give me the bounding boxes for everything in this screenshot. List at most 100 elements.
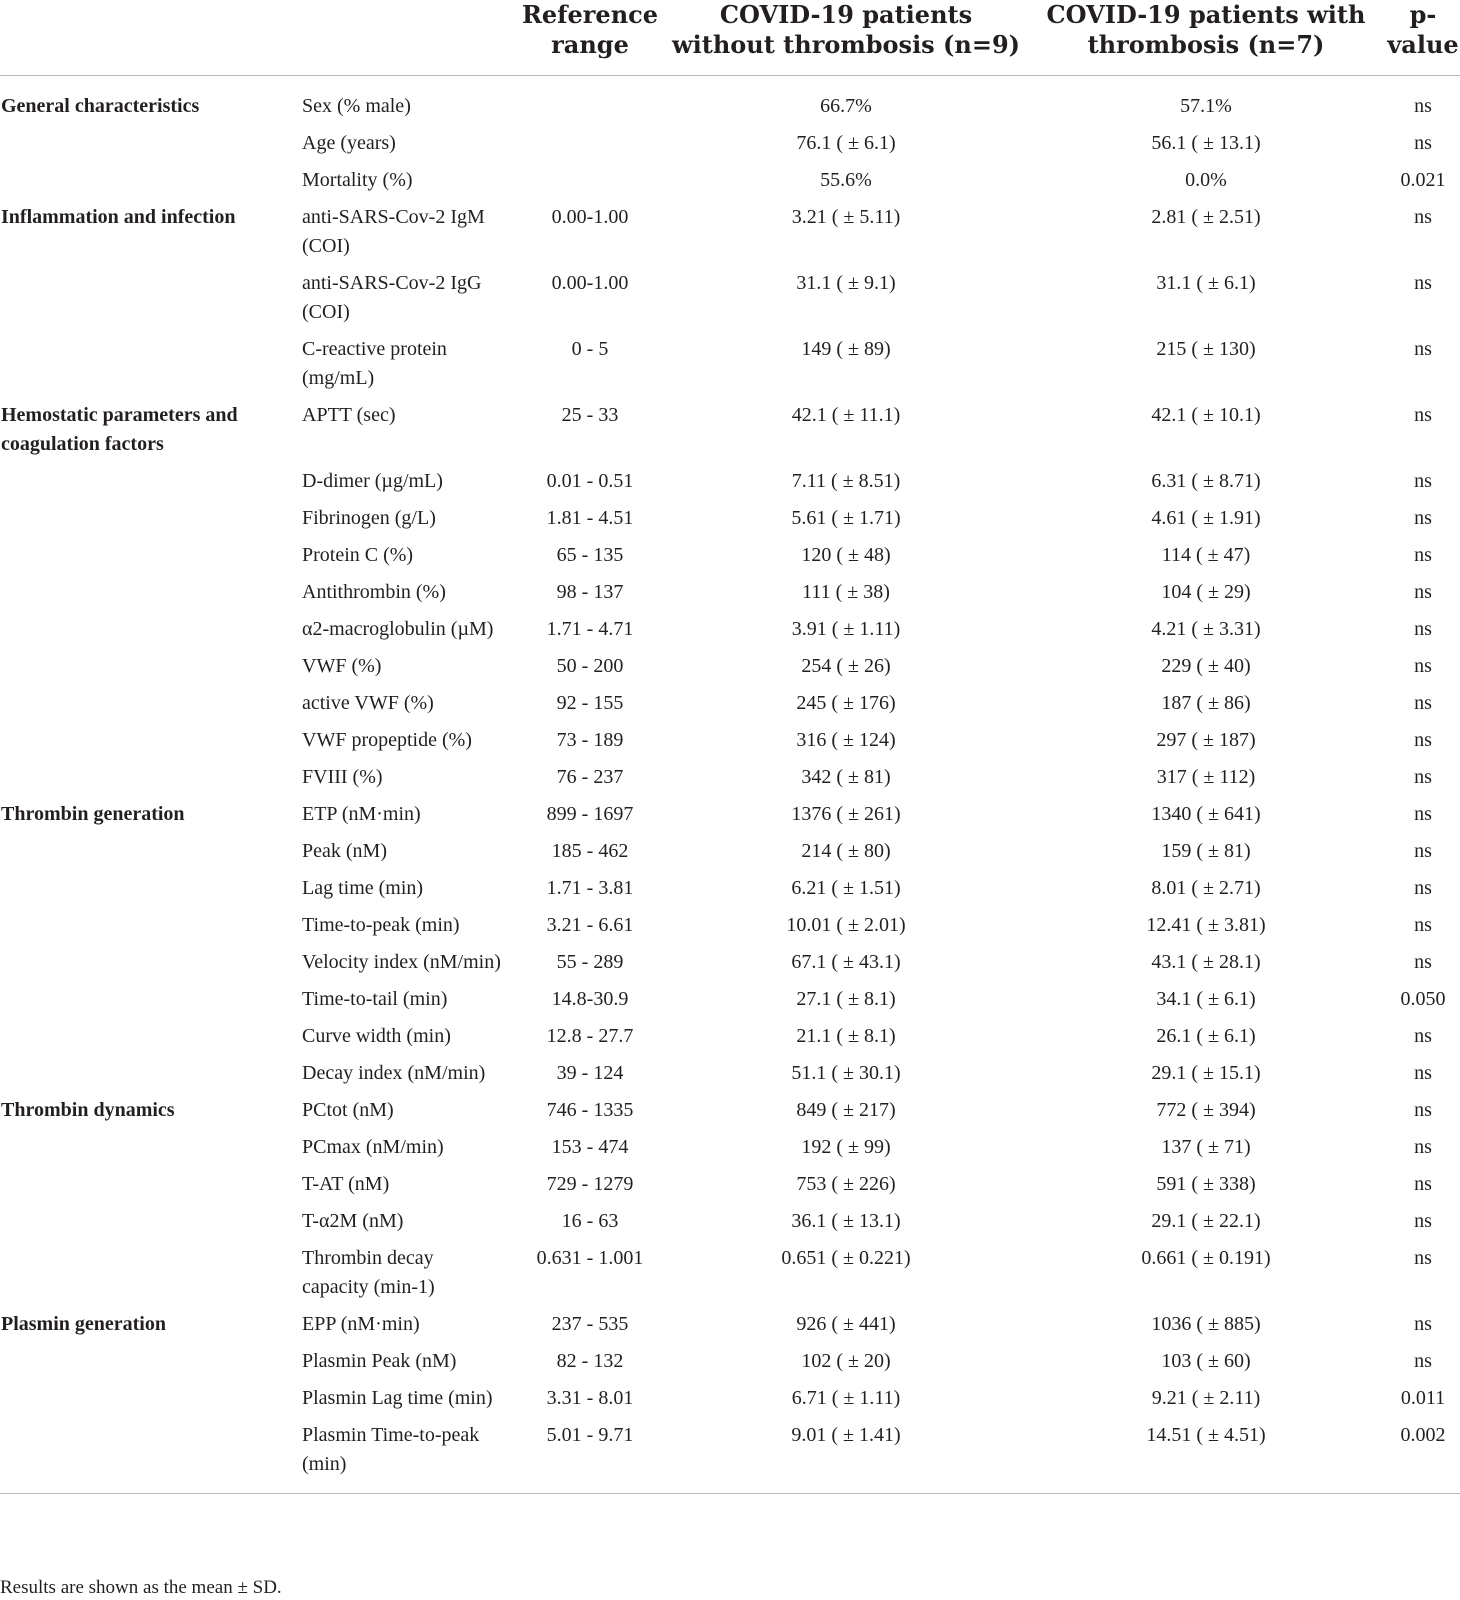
row-without-thrombosis: 55.6% xyxy=(820,169,872,191)
row-without-thrombosis: 10.01 ( ± 2.01) xyxy=(786,914,906,936)
table-row: Plasmin Lag time (min) 3.31 - 8.01 6.71 ( … xyxy=(0,1380,1460,1417)
row-with-thrombosis: 317 ( ± 112) xyxy=(1156,766,1256,788)
row-category xyxy=(0,1203,302,1240)
table-row: General characteristics Sex (% male) 66.7%… xyxy=(0,76,1460,126)
row-p-value: ns xyxy=(1414,272,1432,294)
row-reference-range: 65 - 135 xyxy=(556,544,624,566)
row-parameter: FVIII (%) xyxy=(302,766,383,788)
row-without-thrombosis: 316 ( ± 124) xyxy=(796,729,896,751)
row-parameter: ETP (nM·min) xyxy=(302,803,421,825)
results-table-container: Reference range COVID-19 patients withou… xyxy=(0,0,1460,1494)
row-with-thrombosis: 229 ( ± 40) xyxy=(1161,655,1251,677)
table-body: General characteristics Sex (% male) 66.7%… xyxy=(0,76,1460,1494)
row-with-thrombosis: 114 ( ± 47) xyxy=(1161,544,1251,566)
row-parameter: Time-to-peak (min) xyxy=(302,914,460,936)
row-reference-range: 0.631 - 1.001 xyxy=(536,1247,644,1269)
row-without-thrombosis: 192 ( ± 99) xyxy=(801,1136,891,1158)
row-without-thrombosis: 120 ( ± 48) xyxy=(801,544,891,566)
row-parameter: Plasmin Lag time (min) xyxy=(302,1387,493,1409)
table-row: Lag time (min) 1.71 - 3.81 6.21 ( ± 1.51) 8… xyxy=(0,870,1460,907)
row-reference-range: 1.71 - 3.81 xyxy=(546,877,634,899)
row-p-value: ns xyxy=(1414,618,1432,640)
row-category: Plasmin generation xyxy=(1,1313,166,1335)
row-with-thrombosis: 591 ( ± 338) xyxy=(1156,1173,1256,1195)
row-parameter: VWF (%) xyxy=(302,655,382,677)
row-parameter: PCtot (nM) xyxy=(302,1099,394,1121)
row-p-value: ns xyxy=(1414,840,1432,862)
table-row: Time-to-tail (min) 14.8-30.9 27.1 ( ± 8.1)… xyxy=(0,981,1460,1018)
row-p-value: 0.002 xyxy=(1386,1417,1460,1494)
row-p-value: ns xyxy=(1414,729,1432,751)
row-p-value: ns xyxy=(1414,507,1432,529)
row-category: Inflammation and infection xyxy=(1,206,236,228)
row-without-thrombosis: 7.11 ( ± 8.51) xyxy=(791,470,901,492)
table-row: Hemostatic parameters and coagulation fa… xyxy=(0,397,1460,463)
table-row: C-reactive protein (mg/mL) 0 - 5 149 ( ± 8… xyxy=(0,331,1460,397)
row-parameter: Velocity index (nM/min) xyxy=(302,951,501,973)
header-reference-range: Reference range xyxy=(514,0,666,76)
row-with-thrombosis: 29.1 ( ± 22.1) xyxy=(1151,1210,1261,1232)
row-with-thrombosis: 42.1 ( ± 10.1) xyxy=(1151,404,1261,426)
row-p-value: ns xyxy=(1414,914,1432,936)
table-row: Plasmin Peak (nM) 82 - 132 102 ( ± 20) 103 … xyxy=(0,1343,1460,1380)
row-parameter: Antithrombin (%) xyxy=(302,581,446,603)
row-with-thrombosis: 2.81 ( ± 2.51) xyxy=(1151,206,1261,228)
row-category xyxy=(0,685,302,722)
row-with-thrombosis: 1036 ( ± 885) xyxy=(1151,1313,1261,1335)
header-with-thrombosis: COVID-19 patients with thrombosis (n=7) xyxy=(1026,0,1386,76)
row-parameter: anti-SARS-Cov-2 IgM (COI) xyxy=(302,206,485,257)
row-with-thrombosis: 159 ( ± 81) xyxy=(1161,840,1251,862)
row-parameter: VWF propeptide (%) xyxy=(302,729,472,751)
table-row: Thrombin dynamics PCtot (nM) 746 - 1335 849… xyxy=(0,1092,1460,1129)
row-p-value: ns xyxy=(1414,206,1432,228)
row-p-value: 0.021 xyxy=(1400,169,1446,191)
row-without-thrombosis: 149 ( ± 89) xyxy=(801,338,891,360)
results-table: Reference range COVID-19 patients withou… xyxy=(0,0,1460,1494)
row-without-thrombosis: 3.91 ( ± 1.11) xyxy=(791,618,901,640)
row-category xyxy=(0,1240,302,1306)
row-parameter: T-AT (nM) xyxy=(302,1173,390,1195)
header-without-thrombosis: COVID-19 patients without thrombosis (n=… xyxy=(666,0,1026,76)
row-with-thrombosis: 187 ( ± 86) xyxy=(1161,692,1251,714)
row-parameter: D-dimer (µg/mL) xyxy=(302,470,443,492)
row-reference-range: 5.01 - 9.71 xyxy=(514,1417,666,1494)
table-row: Peak (nM) 185 - 462 214 ( ± 80) 159 ( ± 81)… xyxy=(0,833,1460,870)
row-with-thrombosis: 1340 ( ± 641) xyxy=(1151,803,1261,825)
row-parameter: Mortality (%) xyxy=(302,169,413,191)
row-with-thrombosis: 43.1 ( ± 28.1) xyxy=(1151,951,1261,973)
row-category xyxy=(0,1129,302,1166)
row-reference-range: 3.31 - 8.01 xyxy=(546,1387,634,1409)
row-reference-range: 237 - 535 xyxy=(551,1313,629,1335)
row-without-thrombosis: 245 ( ± 176) xyxy=(796,692,896,714)
row-reference-range: 729 - 1279 xyxy=(546,1173,634,1195)
row-p-value: ns xyxy=(1414,803,1432,825)
row-with-thrombosis: 34.1 ( ± 6.1) xyxy=(1156,988,1256,1010)
table-row: Time-to-peak (min) 3.21 - 6.61 10.01 ( ± 2… xyxy=(0,907,1460,944)
row-reference-range: 3.21 - 6.61 xyxy=(546,914,634,936)
table-row: Inflammation and infection anti-SARS-Cov-… xyxy=(0,199,1460,265)
row-parameter: Curve width (min) xyxy=(302,1025,451,1047)
table-row: Decay index (nM/min) 39 - 124 51.1 ( ± 30.… xyxy=(0,1055,1460,1092)
row-parameter: α2-macroglobulin (µM) xyxy=(302,618,494,640)
row-reference-range xyxy=(514,76,666,126)
row-category xyxy=(0,611,302,648)
row-p-value: ns xyxy=(1414,1025,1432,1047)
row-p-value: ns xyxy=(1414,1136,1432,1158)
table-row: T-AT (nM) 729 - 1279 753 ( ± 226) 591 ( ± 3… xyxy=(0,1166,1460,1203)
row-without-thrombosis: 6.21 ( ± 1.51) xyxy=(791,877,901,899)
row-with-thrombosis: 4.61 ( ± 1.91) xyxy=(1151,507,1261,529)
row-with-thrombosis: 57.1% xyxy=(1180,95,1232,117)
row-category xyxy=(0,1166,302,1203)
row-with-thrombosis: 14.51 ( ± 4.51) xyxy=(1026,1417,1386,1494)
row-category xyxy=(0,574,302,611)
table-row: VWF (%) 50 - 200 254 ( ± 26) 229 ( ± 40) ns xyxy=(0,648,1460,685)
row-with-thrombosis: 29.1 ( ± 15.1) xyxy=(1151,1062,1261,1084)
row-category: Hemostatic parameters and coagulation fa… xyxy=(1,404,238,455)
row-reference-range: 0.00-1.00 xyxy=(551,272,629,294)
row-p-value: ns xyxy=(1414,1062,1432,1084)
row-parameter: Plasmin Peak (nM) xyxy=(302,1350,457,1372)
row-without-thrombosis: 111 ( ± 38) xyxy=(802,581,890,603)
table-footnote: Results are shown as the mean ± SD. xyxy=(0,1577,282,1598)
row-category xyxy=(0,1343,302,1380)
row-category xyxy=(0,1417,302,1494)
